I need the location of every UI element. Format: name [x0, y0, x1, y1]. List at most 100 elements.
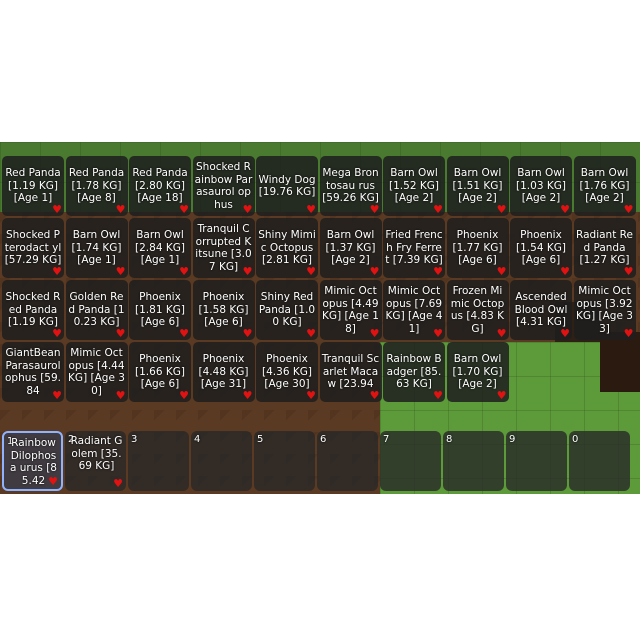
heart-icon: ♥ [623, 265, 634, 278]
hotbar-slot-6[interactable]: 6 [317, 431, 378, 491]
inventory-item[interactable]: Barn Owl [1.70 KG] [Age 2] ♥ [446, 342, 509, 402]
inventory-item[interactable]: Phoenix [1.58 KG] [Age 6] ♥ [192, 280, 255, 340]
hotbar-slot-number: 2 [68, 434, 75, 445]
heart-icon: ♥ [433, 327, 443, 340]
hotbar-slot-8[interactable]: 8 [443, 431, 504, 491]
inventory-item[interactable]: Radiant Red Panda [1.27 KG] ♥ [573, 218, 636, 278]
inventory-item[interactable]: Barn Owl [1.52 KG] [Age 2] ♥ [383, 156, 445, 216]
inventory-item[interactable]: Phoenix [1.54 KG] [Age 6] ♥ [510, 218, 572, 278]
inventory-item[interactable]: Tranquil Scarlet Macaw [23.94 ♥ [319, 342, 382, 402]
inventory-item-label: Phoenix [1.54 KG] [Age 6] [516, 229, 566, 267]
inventory-item[interactable]: Shocked Rainbow Parasaurol ophus ♥ [192, 156, 255, 216]
inventory-item-label: Phoenix [4.48 KG] [Age 31] [198, 353, 249, 391]
inventory-item[interactable]: Frozen Mimic Octopus [4.83 KG] ♥ [446, 280, 509, 340]
hotbar-slot-label: Rainbow Dilophosa urus [85.42 [10, 437, 57, 487]
heart-icon: ♥ [115, 203, 126, 216]
heart-icon: ♥ [306, 389, 316, 402]
heart-icon: ♥ [242, 327, 253, 340]
hotbar-slot-5[interactable]: 5 [254, 431, 315, 491]
inventory-item-label: Phoenix [1.58 KG] [Age 6] [198, 291, 249, 329]
inventory-item[interactable]: Tranquil Corrupted Kitsune [3.07 KG] ♥ [192, 218, 255, 278]
hotbar-slot-9[interactable]: 9 [506, 431, 567, 491]
inventory-item-label: Mega Brontosau rus [59.26 KG] [322, 167, 379, 205]
inventory-item-label: Mimic Octopus [7.69 KG] [Age 41] [385, 285, 443, 335]
inventory-item[interactable]: Phoenix [4.36 KG] [Age 30] ♥ [256, 342, 318, 402]
inventory-item[interactable]: Phoenix [1.77 KG] [Age 6] ♥ [446, 218, 509, 278]
hotbar-slot-1[interactable]: 1 Rainbow Dilophosa urus [85.42 ♥ [2, 431, 63, 491]
inventory-item-label: Shiny Mimic Octopus [2.81 KG] [258, 229, 316, 267]
heart-icon: ♥ [115, 327, 126, 340]
hotbar-slot-7[interactable]: 7 [380, 431, 441, 491]
heart-icon: ♥ [115, 389, 126, 402]
inventory-item[interactable]: Mimic Octopus [3.92 KG] [Age 33] ♥ [573, 280, 636, 340]
inventory-item-label: Ascended Blood Owl [4.31 KG] [514, 291, 568, 329]
inventory-item[interactable]: Rainbow Badger [85.63 KG] ♥ [383, 342, 445, 402]
hotbar-slot-2[interactable]: 2 Radiant Golem [35.69 KG] ♥ [65, 431, 126, 491]
heart-icon: ♥ [115, 265, 126, 278]
inventory-item[interactable]: Ascended Blood Owl [4.31 KG] ♥ [510, 280, 572, 340]
inventory-item-label: Golden Red Panda [10.23 KG] [68, 291, 125, 329]
inventory-item[interactable]: Barn Owl [2.84 KG] [Age 1] ♥ [129, 218, 191, 278]
heart-icon: ♥ [623, 327, 634, 340]
hotbar-slot-number: 3 [131, 434, 138, 445]
inventory-item-label: Tranquil Scarlet Macaw [23.94 [321, 353, 380, 391]
heart-icon: ♥ [623, 203, 634, 216]
inventory-item[interactable]: Golden Red Panda [10.23 KG] ♥ [65, 280, 128, 340]
inventory-item-label: Rainbow Badger [85.63 KG] [386, 353, 442, 391]
inventory-item[interactable]: Shiny Mimic Octopus [2.81 KG] ♥ [256, 218, 318, 278]
inventory-item[interactable]: Windy Dog [19.76 KG] ♥ [256, 156, 318, 216]
heart-icon: ♥ [52, 327, 62, 340]
hotbar-slot-number: 0 [572, 434, 579, 445]
heart-icon: ♥ [52, 203, 62, 216]
inventory-item-label: Shocked Rainbow Parasaurol ophus [194, 161, 253, 211]
inventory-item-label: Radiant Red Panda [1.27 KG] [576, 229, 633, 267]
inventory-item[interactable]: Phoenix [1.81 KG] [Age 6] ♥ [129, 280, 191, 340]
hotbar-slot-3[interactable]: 3 [128, 431, 189, 491]
inventory-item[interactable]: Shocked Pterodact yl [57.29 KG] ♥ [2, 218, 64, 278]
inventory-item[interactable]: Mimic Octopus [4.44 KG] [Age 30] ♥ [65, 342, 128, 402]
inventory-item-label: Shocked Pterodact yl [57.29 KG] [4, 229, 62, 267]
inventory-item-label: Mimic Octopus [4.44 KG] [Age 30] [68, 347, 125, 397]
inventory-item-label: Barn Owl [1.51 KG] [Age 2] [452, 167, 503, 205]
inventory-item[interactable]: Barn Owl [1.76 KG] [Age 2] ♥ [573, 156, 636, 216]
inventory-item-label: GiantBean Parasaurol ophus [59.84 [4, 347, 61, 397]
inventory-item[interactable]: Shiny Red Panda [1.00 KG] ♥ [256, 280, 318, 340]
heart-icon: ♥ [433, 265, 443, 278]
heart-icon: ♥ [433, 203, 443, 216]
inventory-item[interactable]: Red Panda [1.19 KG] [Age 1] ♥ [2, 156, 64, 216]
heart-icon: ♥ [369, 203, 380, 216]
inventory-item-label: Barn Owl [2.84 KG] [Age 1] [135, 229, 185, 267]
hotbar-slot-number: 8 [446, 434, 453, 445]
inventory-item[interactable]: Phoenix [4.48 KG] [Age 31] ♥ [192, 342, 255, 402]
inventory-item[interactable]: Phoenix [1.66 KG] [Age 6] ♥ [129, 342, 191, 402]
inventory-item[interactable]: Mimic Octopus [7.69 KG] [Age 41] ♥ [383, 280, 445, 340]
inventory-item-label: Phoenix [1.66 KG] [Age 6] [135, 353, 185, 391]
inventory-item[interactable]: Red Panda [2.80 KG] [Age 18] ♥ [129, 156, 191, 216]
inventory-item[interactable]: Mega Brontosau rus [59.26 KG] ♥ [319, 156, 382, 216]
inventory-item[interactable]: Fried French Fry Ferret [7.39 KG] ♥ [383, 218, 445, 278]
inventory-item-label: Tranquil Corrupted Kitsune [3.07 KG] [195, 223, 252, 273]
hotbar-slot-number: 7 [383, 434, 390, 445]
hotbar-slot-number: 5 [257, 434, 264, 445]
heart-icon: ♥ [179, 389, 189, 402]
heart-icon: ♥ [560, 265, 570, 278]
inventory-item[interactable]: Barn Owl [1.51 KG] [Age 2] ♥ [446, 156, 509, 216]
heart-icon: ♥ [48, 475, 58, 488]
inventory-item[interactable]: GiantBean Parasaurol ophus [59.84 ♥ [2, 342, 64, 402]
inventory-item[interactable]: Mimic Octopus [4.49 KG] [Age 18] ♥ [319, 280, 382, 340]
inventory-item[interactable]: Shocked Red Panda [1.19 KG] ♥ [2, 280, 64, 340]
heart-icon: ♥ [496, 389, 507, 402]
inventory-item-label: Phoenix [1.81 KG] [Age 6] [135, 291, 185, 329]
inventory-item-label: Barn Owl [1.76 KG] [Age 2] [579, 167, 630, 205]
hotbar-slot-4[interactable]: 4 [191, 431, 252, 491]
hotbar-slot-label: Radiant Golem [35.69 KG] [70, 435, 123, 472]
inventory-item[interactable]: Red Panda [1.78 KG] [Age 8] ♥ [65, 156, 128, 216]
heart-icon: ♥ [52, 389, 62, 402]
heart-icon: ♥ [242, 265, 253, 278]
hotbar-slot-0[interactable]: 0 [569, 431, 630, 491]
world-wooden-post [600, 332, 640, 392]
inventory-item[interactable]: Barn Owl [1.03 KG] [Age 2] ♥ [510, 156, 572, 216]
inventory-item[interactable]: Barn Owl [1.37 KG] [Age 2] ♥ [319, 218, 382, 278]
inventory-item[interactable]: Barn Owl [1.74 KG] [Age 1] ♥ [65, 218, 128, 278]
heart-icon: ♥ [242, 203, 253, 216]
